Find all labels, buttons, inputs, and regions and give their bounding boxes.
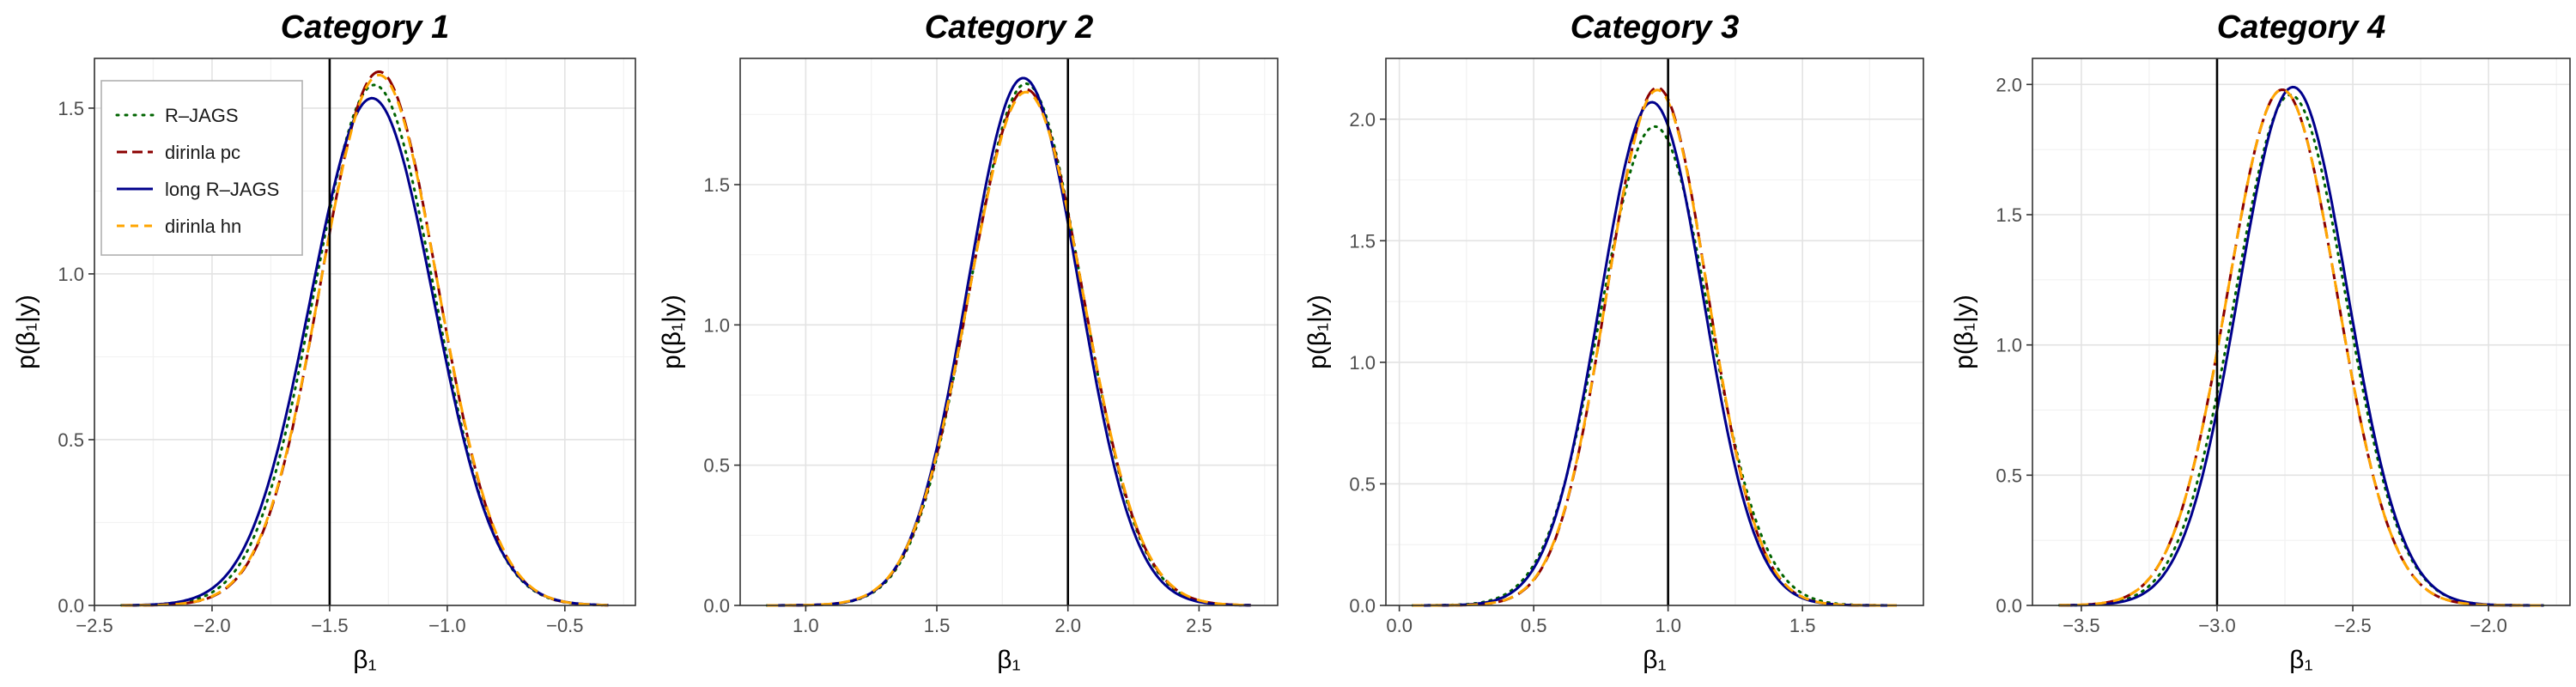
y-tick-label: 1.5	[58, 98, 84, 119]
series-line-1	[1411, 125, 1899, 607]
x-tick-label: 1.5	[1789, 615, 1816, 636]
x-tick-label: −1.0	[428, 615, 465, 636]
y-tick-label: 1.0	[1349, 352, 1376, 374]
series-line-3	[2059, 85, 2543, 607]
plot-border	[2032, 58, 2571, 606]
y-tick-label: 0.0	[58, 595, 84, 617]
plot-background	[1386, 58, 1923, 605]
y-tick-label: 0.0	[703, 595, 730, 617]
x-tick-label: 1.0	[793, 615, 819, 636]
chart-title: Category 3	[1571, 9, 1739, 46]
x-tick-label: −2.5	[2334, 615, 2371, 636]
series-lines	[1411, 86, 1899, 607]
chart-title: Category 4	[2217, 9, 2385, 46]
series-line-2	[2059, 88, 2543, 607]
series-line-1	[765, 82, 1253, 607]
y-tick-label: 0.5	[703, 455, 730, 477]
y-axis-label: p(β₁|y)	[12, 295, 40, 369]
y-tick-label: 2.0	[1996, 74, 2022, 95]
legend-label-4: dirinla hn	[165, 216, 241, 237]
x-axis-label: β₁	[2289, 646, 2312, 674]
x-tick-label: −3.0	[2198, 615, 2235, 636]
legend-label-3: long R–JAGS	[165, 179, 279, 200]
series-line-4	[2059, 88, 2543, 607]
plot-border	[1385, 58, 1924, 606]
series-line-4	[121, 73, 609, 607]
x-axis-label: β₁	[997, 646, 1020, 674]
y-tick-label: 0.0	[1996, 595, 2022, 617]
x-tick-label: 2.0	[1054, 615, 1081, 636]
x-tick-label: −2.0	[2470, 615, 2506, 636]
chart-title: Category 2	[925, 9, 1093, 46]
series-line-4	[767, 90, 1251, 607]
y-axis-label: p(β₁|y)	[658, 295, 686, 369]
y-tick-label: 1.0	[1996, 335, 2022, 356]
y-tick-label: 1.0	[703, 314, 730, 336]
y-axis-label: p(β₁|y)	[1950, 295, 1978, 369]
legend: R–JAGS dirinla pc long R–JAGS dirinla hn	[100, 80, 303, 256]
x-tick-label: −2.0	[193, 615, 230, 636]
y-tick-label: 1.5	[1996, 204, 2022, 226]
x-tick-label: −0.5	[546, 615, 583, 636]
y-tick-label: 1.0	[58, 264, 84, 285]
y-tick-label: 1.5	[1349, 230, 1376, 252]
x-tick-label: 1.0	[1655, 615, 1681, 636]
x-tick-label: 0.5	[1521, 615, 1547, 636]
plot-border	[94, 58, 636, 606]
x-tick-label: 1.5	[924, 615, 951, 636]
series-lines	[765, 76, 1253, 607]
chart-title: Category 1	[281, 9, 449, 46]
x-tick-label: 0.0	[1386, 615, 1413, 636]
plot-background	[2032, 58, 2570, 605]
legend-label-2: dirinla pc	[165, 142, 240, 163]
series-lines	[2057, 85, 2545, 607]
chart-panel-2: 1.0 1.5 2.0 2.5 0.0 0.5 1.0 1.5 Category 2 β₁ p(β₁…	[658, 9, 1279, 674]
series-line-4	[1413, 88, 1897, 607]
chart-panel-4: −3.5 −3.0 −2.5 −2.0 0.0 0.5 1.0 1.5 2.0 Category …	[1950, 9, 2571, 674]
y-tick-label: 0.5	[58, 429, 84, 451]
x-tick-label: −3.5	[2063, 615, 2099, 636]
plot-background	[740, 58, 1278, 605]
plot-border	[739, 58, 1279, 606]
chart-panel-3: 0.0 0.5 1.0 1.5 0.0 0.5 1.0 1.5 2.0 Category 3 β₁ p…	[1303, 9, 1924, 674]
y-tick-label: 0.0	[1349, 595, 1376, 617]
y-tick-label: 1.5	[703, 174, 730, 196]
x-tick-label: 2.5	[1186, 615, 1212, 636]
x-tick-label: −2.5	[76, 615, 112, 636]
series-line-1	[2057, 93, 2545, 607]
y-tick-label: 2.0	[1349, 109, 1376, 131]
chart-panel-1: −2.5 −2.0 −1.5 −1.0 −0.5 0.0 0.5 1.0 1.5 Category…	[12, 9, 636, 674]
x-axis-label: β₁	[1643, 646, 1666, 674]
y-tick-label: 0.5	[1996, 465, 2022, 486]
x-axis-label: β₁	[353, 646, 376, 674]
y-tick-label: 0.5	[1349, 473, 1376, 495]
x-tick-label: −1.5	[311, 615, 348, 636]
y-axis-label: p(β₁|y)	[1303, 295, 1332, 369]
legend-label-1: R–JAGS	[165, 105, 239, 126]
series-line-3	[121, 96, 609, 607]
series-lines	[120, 70, 610, 607]
